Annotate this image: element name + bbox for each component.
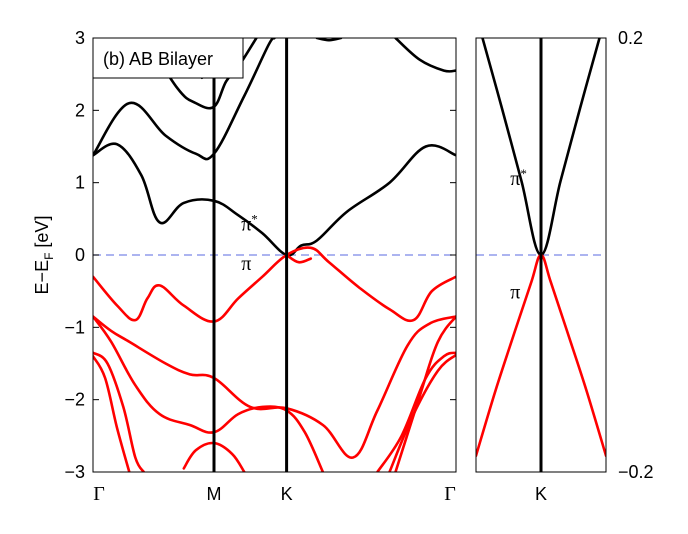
valence-band-8 — [93, 315, 456, 459]
y-tick-label: −1 — [64, 317, 85, 337]
conduction-band-1 — [93, 38, 276, 161]
valence-band-6 — [93, 246, 456, 323]
pi-label-zoom: π — [510, 282, 520, 304]
y-axis: −3 −2 −1 0 1 2 3 — [64, 28, 456, 482]
y-tick-label: −2 — [64, 390, 85, 410]
y-tick-label: 2 — [75, 100, 85, 120]
y-tick-label-right: 0.2 — [618, 28, 643, 48]
conduction-band-5 — [315, 38, 343, 42]
pi-star-label: π* — [241, 211, 258, 235]
valence-band-11 — [93, 355, 131, 472]
legend-box: (b) AB Bilayer — [92, 37, 244, 79]
x-tick-label: Γ — [444, 483, 456, 505]
x-tick-label: M — [207, 484, 222, 504]
band-annotations: π* π — [241, 211, 258, 275]
y-tick-label: −3 — [64, 462, 85, 482]
pi-star-label-zoom: π* — [510, 166, 527, 190]
y-tick-label: 0 — [75, 245, 85, 265]
left-panel: −3 −2 −1 0 1 2 3 Γ M K Γ (b) AB Bilayer E−EF [eV]… — [32, 28, 457, 505]
x-axis-zoom: K — [535, 484, 547, 504]
chart-title: (b) AB Bilayer — [103, 49, 213, 69]
x-tick-label-zoom: K — [535, 484, 547, 504]
high-symmetry-lines — [212, 38, 289, 472]
conduction-band-4 — [394, 38, 456, 73]
band-annotations-zoom: π* π — [510, 166, 527, 304]
x-tick-label: K — [281, 484, 293, 504]
y-axis-label: E−EF [eV] — [32, 216, 56, 295]
y-tick-label: 1 — [75, 173, 85, 193]
y-tick-label-right: −0.2 — [618, 462, 654, 482]
valence-band-14 — [388, 353, 456, 472]
valence-band-7 — [285, 253, 313, 264]
x-tick-label: Γ — [93, 483, 105, 505]
plot-frame-zoom — [475, 37, 607, 473]
valence-band-15 — [394, 315, 456, 472]
valence-band-13 — [376, 351, 456, 472]
valence-band-10 — [93, 351, 146, 472]
pi-label: π — [241, 253, 251, 275]
conduction-band-0 — [93, 142, 456, 257]
y-tick-label: 3 — [75, 28, 85, 48]
right-panel: −0.2 0.2 K π* π — [475, 28, 654, 504]
y-axis-right: −0.2 0.2 — [618, 28, 654, 482]
